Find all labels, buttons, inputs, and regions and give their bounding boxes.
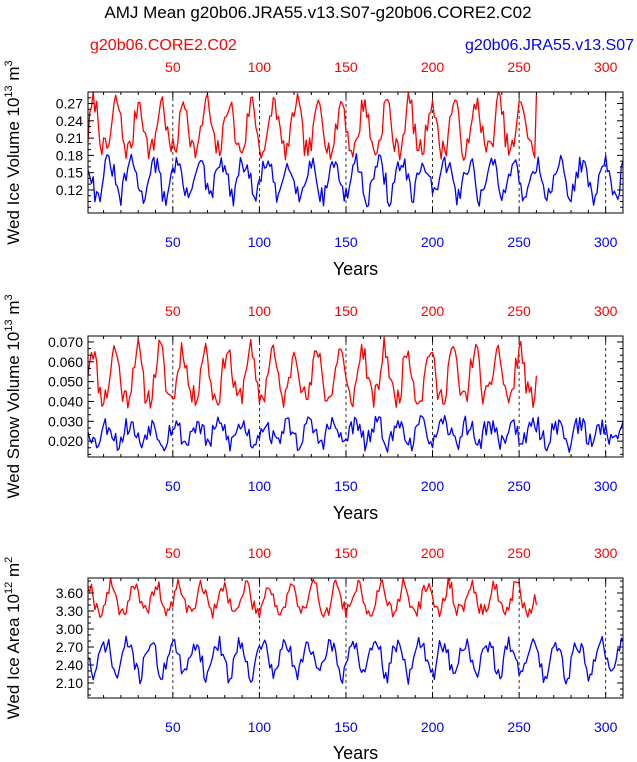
x-axis-label: Years bbox=[333, 503, 378, 523]
y-tick-label: 0.21 bbox=[56, 130, 83, 146]
y-axis-label: Wed Ice Volume 1013 m3 bbox=[3, 60, 23, 244]
x-tick-label-bottom: 100 bbox=[248, 234, 272, 250]
x-tick-label-top: 250 bbox=[507, 59, 531, 75]
chart-panel-2: 50 50 100 100 150 150 200 200 250 250 300 300 0.020 0… bbox=[3, 294, 624, 523]
series-line-jra55 bbox=[87, 414, 624, 453]
y-tick-label: 3.60 bbox=[56, 585, 83, 601]
series-line-core2 bbox=[87, 577, 538, 619]
y-tick-label: 0.050 bbox=[48, 374, 83, 390]
x-tick-label-top: 250 bbox=[507, 545, 531, 561]
y-axis-label-exponent: 3 bbox=[3, 60, 15, 66]
x-tick-label-top: 150 bbox=[334, 59, 358, 75]
x-tick-label-bottom: 50 bbox=[165, 478, 181, 494]
x-tick-label-bottom: 200 bbox=[421, 478, 445, 494]
y-axis-label: Wed Ice Area 1012 m2 bbox=[3, 557, 23, 720]
series-line-core2 bbox=[87, 336, 538, 409]
x-tick-label-top: 150 bbox=[334, 545, 358, 561]
series-line-jra55 bbox=[87, 635, 624, 685]
legend-red-case: g20b06.CORE2.C02 bbox=[90, 37, 237, 54]
y-axis-label-text: Wed Ice Volume 10 bbox=[4, 98, 23, 245]
x-tick-label-bottom: 250 bbox=[507, 478, 531, 494]
x-tick-label-bottom: 50 bbox=[165, 234, 181, 250]
y-axis-label-exponent: 2 bbox=[3, 557, 15, 563]
x-tick-label-top: 50 bbox=[165, 59, 181, 75]
series-line-jra55 bbox=[87, 153, 624, 208]
y-tick-label: 2.10 bbox=[56, 675, 83, 691]
x-tick-label-top: 150 bbox=[334, 303, 358, 319]
x-tick-label-top: 50 bbox=[165, 303, 181, 319]
y-tick-label: 2.40 bbox=[56, 657, 83, 673]
y-axis-label-exponent: 13 bbox=[3, 319, 15, 331]
y-tick-label: 0.020 bbox=[48, 433, 83, 449]
chart-title: AMJ Mean g20b06.JRA55.v13.S07-g20b06.COR… bbox=[104, 3, 531, 22]
x-tick-label-top: 300 bbox=[594, 303, 618, 319]
y-axis-label-text: m bbox=[4, 563, 23, 582]
y-tick-label: 3.30 bbox=[56, 603, 83, 619]
x-tick-label-bottom: 150 bbox=[334, 719, 358, 735]
y-axis-label-text: Wed Snow Volume 10 bbox=[4, 332, 23, 499]
y-axis-label: Wed Snow Volume 1013 m3 bbox=[3, 294, 23, 498]
y-tick-label: 0.24 bbox=[56, 113, 83, 129]
x-tick-label-bottom: 300 bbox=[594, 234, 618, 250]
y-tick-label: 0.060 bbox=[48, 354, 83, 370]
x-tick-label-bottom: 150 bbox=[334, 478, 358, 494]
plot-frame bbox=[87, 91, 624, 214]
legend-blue-case: g20b06.JRA55.v13.S07 bbox=[465, 37, 634, 54]
x-tick-label-bottom: 250 bbox=[507, 234, 531, 250]
y-tick-label: 0.12 bbox=[56, 182, 83, 198]
y-axis-label-text: m bbox=[4, 66, 23, 85]
x-tick-label-bottom: 200 bbox=[421, 719, 445, 735]
x-tick-label-top: 50 bbox=[165, 545, 181, 561]
x-tick-label-top: 100 bbox=[248, 59, 272, 75]
x-tick-label-bottom: 300 bbox=[594, 478, 618, 494]
x-tick-label-bottom: 50 bbox=[165, 719, 181, 735]
x-tick-label-bottom: 150 bbox=[334, 234, 358, 250]
y-axis-label-exponent: 12 bbox=[3, 582, 15, 594]
x-tick-label-top: 100 bbox=[248, 303, 272, 319]
y-tick-label: 0.070 bbox=[48, 334, 83, 350]
y-tick-label: 0.040 bbox=[48, 393, 83, 409]
x-tick-label-bottom: 250 bbox=[507, 719, 531, 735]
y-axis-label-exponent: 13 bbox=[3, 85, 15, 97]
y-tick-label: 0.15 bbox=[56, 165, 83, 181]
chart-panel-1: 50501001001501502002002502503003000.120.… bbox=[3, 59, 624, 279]
x-tick-label-bottom: 100 bbox=[248, 719, 272, 735]
x-axis-label: Years bbox=[333, 743, 378, 762]
x-tick-label-top: 300 bbox=[594, 59, 618, 75]
x-tick-label-top: 200 bbox=[421, 303, 445, 319]
x-tick-label-top: 250 bbox=[507, 303, 531, 319]
series-line-core2 bbox=[87, 91, 538, 161]
chart-panel-3: 50 50 100 100 150 150 200 200 250 250 300 300 2.10 2.… bbox=[3, 545, 624, 762]
y-tick-label: 0.030 bbox=[48, 413, 83, 429]
x-tick-label-top: 200 bbox=[421, 59, 445, 75]
x-tick-label-top: 300 bbox=[594, 545, 618, 561]
y-axis-label-text: Wed Ice Area 10 bbox=[4, 594, 23, 719]
x-axis-label: Years bbox=[333, 259, 378, 279]
y-tick-label: 3.00 bbox=[56, 621, 83, 637]
x-tick-label-top: 200 bbox=[421, 545, 445, 561]
plot-frame bbox=[87, 577, 624, 699]
y-tick-label: 0.18 bbox=[56, 147, 83, 163]
x-tick-label-bottom: 200 bbox=[421, 234, 445, 250]
x-tick-label-bottom: 300 bbox=[594, 719, 618, 735]
y-axis-label-text: m bbox=[4, 301, 23, 320]
y-tick-label: 2.70 bbox=[56, 639, 83, 655]
y-tick-label: 0.27 bbox=[56, 96, 83, 112]
x-tick-label-top: 100 bbox=[248, 545, 272, 561]
x-tick-label-bottom: 100 bbox=[248, 478, 272, 494]
plot-frame bbox=[87, 335, 624, 458]
y-axis-label-exponent: 3 bbox=[3, 294, 15, 300]
